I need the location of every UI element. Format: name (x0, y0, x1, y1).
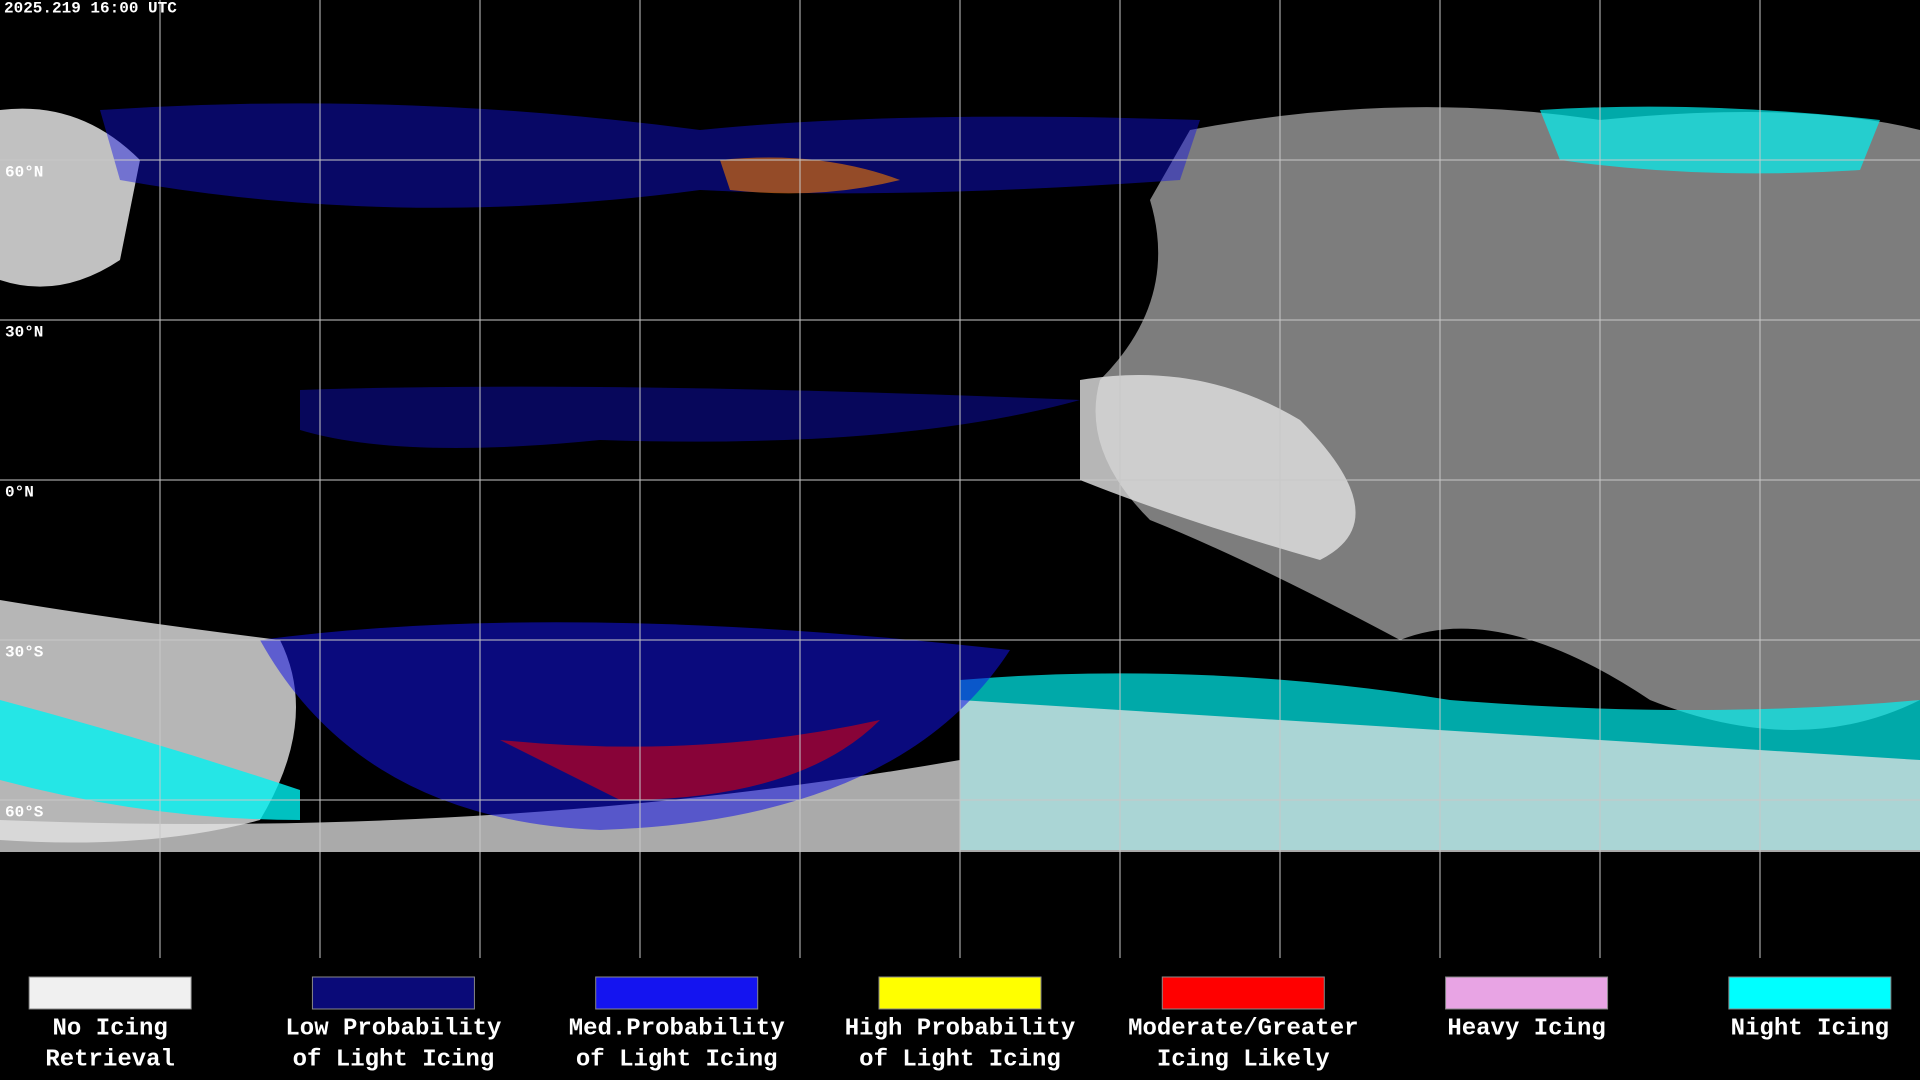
legend-label: Night Icing (1731, 1015, 1889, 1042)
legend-swatch (311, 976, 475, 1010)
latitude-labels: 60°N 30°N 0°N 30°S 60°S (5, 163, 44, 821)
legend-label: High Probability (845, 1015, 1075, 1042)
latitude-label: 0°N (5, 483, 34, 501)
icing-field (300, 386, 1080, 448)
legend-label: Retrieval (45, 1046, 175, 1073)
legend-label: No Icing (53, 1015, 168, 1042)
icing-field (500, 720, 880, 800)
legend: No Icing Retrieval Low Probability of Light… (28, 976, 1892, 1073)
cloud-field (0, 108, 140, 287)
legend-swatch (595, 976, 759, 1010)
cloud-field (1080, 375, 1356, 560)
latitude-label: 60°N (5, 163, 43, 181)
icing-field (720, 157, 900, 194)
legend-swatch (1161, 976, 1325, 1010)
graticule (0, 0, 1920, 958)
cloud-field (1095, 107, 1920, 731)
icing-field (260, 622, 1010, 830)
legend-label: of Light Icing (293, 1046, 495, 1073)
legend-label: Moderate/Greater (1128, 1015, 1358, 1042)
legend-label: Med.Probability (569, 1015, 785, 1042)
night-icing-field (0, 700, 300, 820)
latitude-label: 30°N (5, 323, 43, 341)
night-icing-field (1540, 106, 1880, 174)
legend-label: Low Probability (285, 1015, 501, 1042)
legend-label: of Light Icing (859, 1046, 1061, 1073)
legend-label: Icing Likely (1157, 1046, 1330, 1073)
latitude-label: 30°S (5, 643, 44, 661)
legend-label: of Light Icing (576, 1046, 778, 1073)
legend-swatch (878, 976, 1042, 1010)
legend-label: Heavy Icing (1447, 1015, 1605, 1042)
latitude-label: 60°S (5, 803, 44, 821)
legend-swatch (28, 976, 192, 1010)
timestamp: 2025.219 16:00 UTC (4, 0, 177, 17)
legend-swatch (1728, 976, 1892, 1010)
legend-swatch (1445, 976, 1609, 1010)
icing-field (100, 103, 1200, 208)
